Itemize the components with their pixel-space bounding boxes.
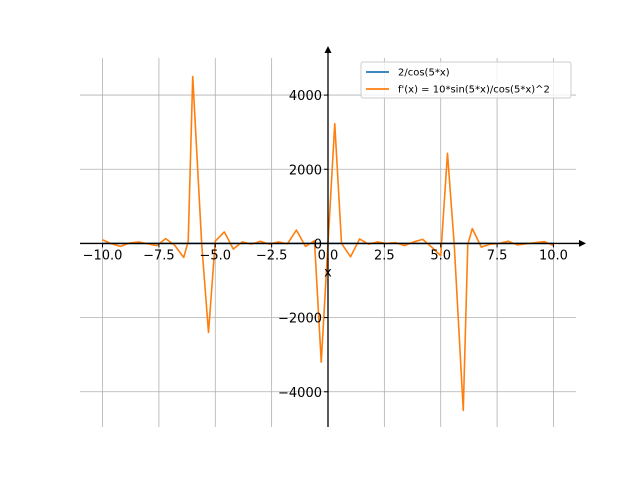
- legend-label-0: 2/cos(5*x): [398, 68, 450, 79]
- x-tick-label-7: 7.5: [487, 248, 508, 263]
- y-tick-label-4: 4000: [289, 89, 322, 104]
- x-tick-label-4: 0.0: [318, 248, 339, 263]
- x-tick-label-3: −2.5: [256, 248, 288, 263]
- y-tick-label-3: 2000: [289, 163, 322, 178]
- x-tick-label-1: −7.5: [143, 248, 175, 263]
- x-tick-label-8: 10.0: [539, 248, 568, 263]
- x-tick-label-2: −5.0: [199, 248, 231, 263]
- x-axis-arrow: [579, 239, 586, 247]
- x-tick-label-5: 2.5: [374, 248, 395, 263]
- y-tick-label-1: −2000: [278, 312, 322, 327]
- ticks: −10.0 −7.5 −5.0 −2.5 0.0 2.5 5.0 7.5 10.0 −4000 −2…: [83, 89, 568, 401]
- legend-entries: 2/cos(5*x) f'(x) = 10*sin(5*x)/cos(5*x)^2: [366, 68, 550, 96]
- y-tick-label-2: 0: [314, 237, 322, 252]
- x-tick-label-6: 5.0: [430, 248, 451, 263]
- x-axis-title: x: [324, 265, 332, 280]
- y-axis-arrow: [324, 46, 332, 53]
- x-tick-label-0: −10.0: [83, 248, 123, 263]
- legend-box: [360, 61, 572, 99]
- legend-label-1: f'(x) = 10*sin(5*x)/cos(5*x)^2: [398, 85, 550, 96]
- axes: [80, 46, 586, 427]
- y-tick-label-0: −4000: [278, 386, 322, 401]
- legend: 2/cos(5*x) f'(x) = 10*sin(5*x)/cos(5*x)^2: [360, 61, 572, 99]
